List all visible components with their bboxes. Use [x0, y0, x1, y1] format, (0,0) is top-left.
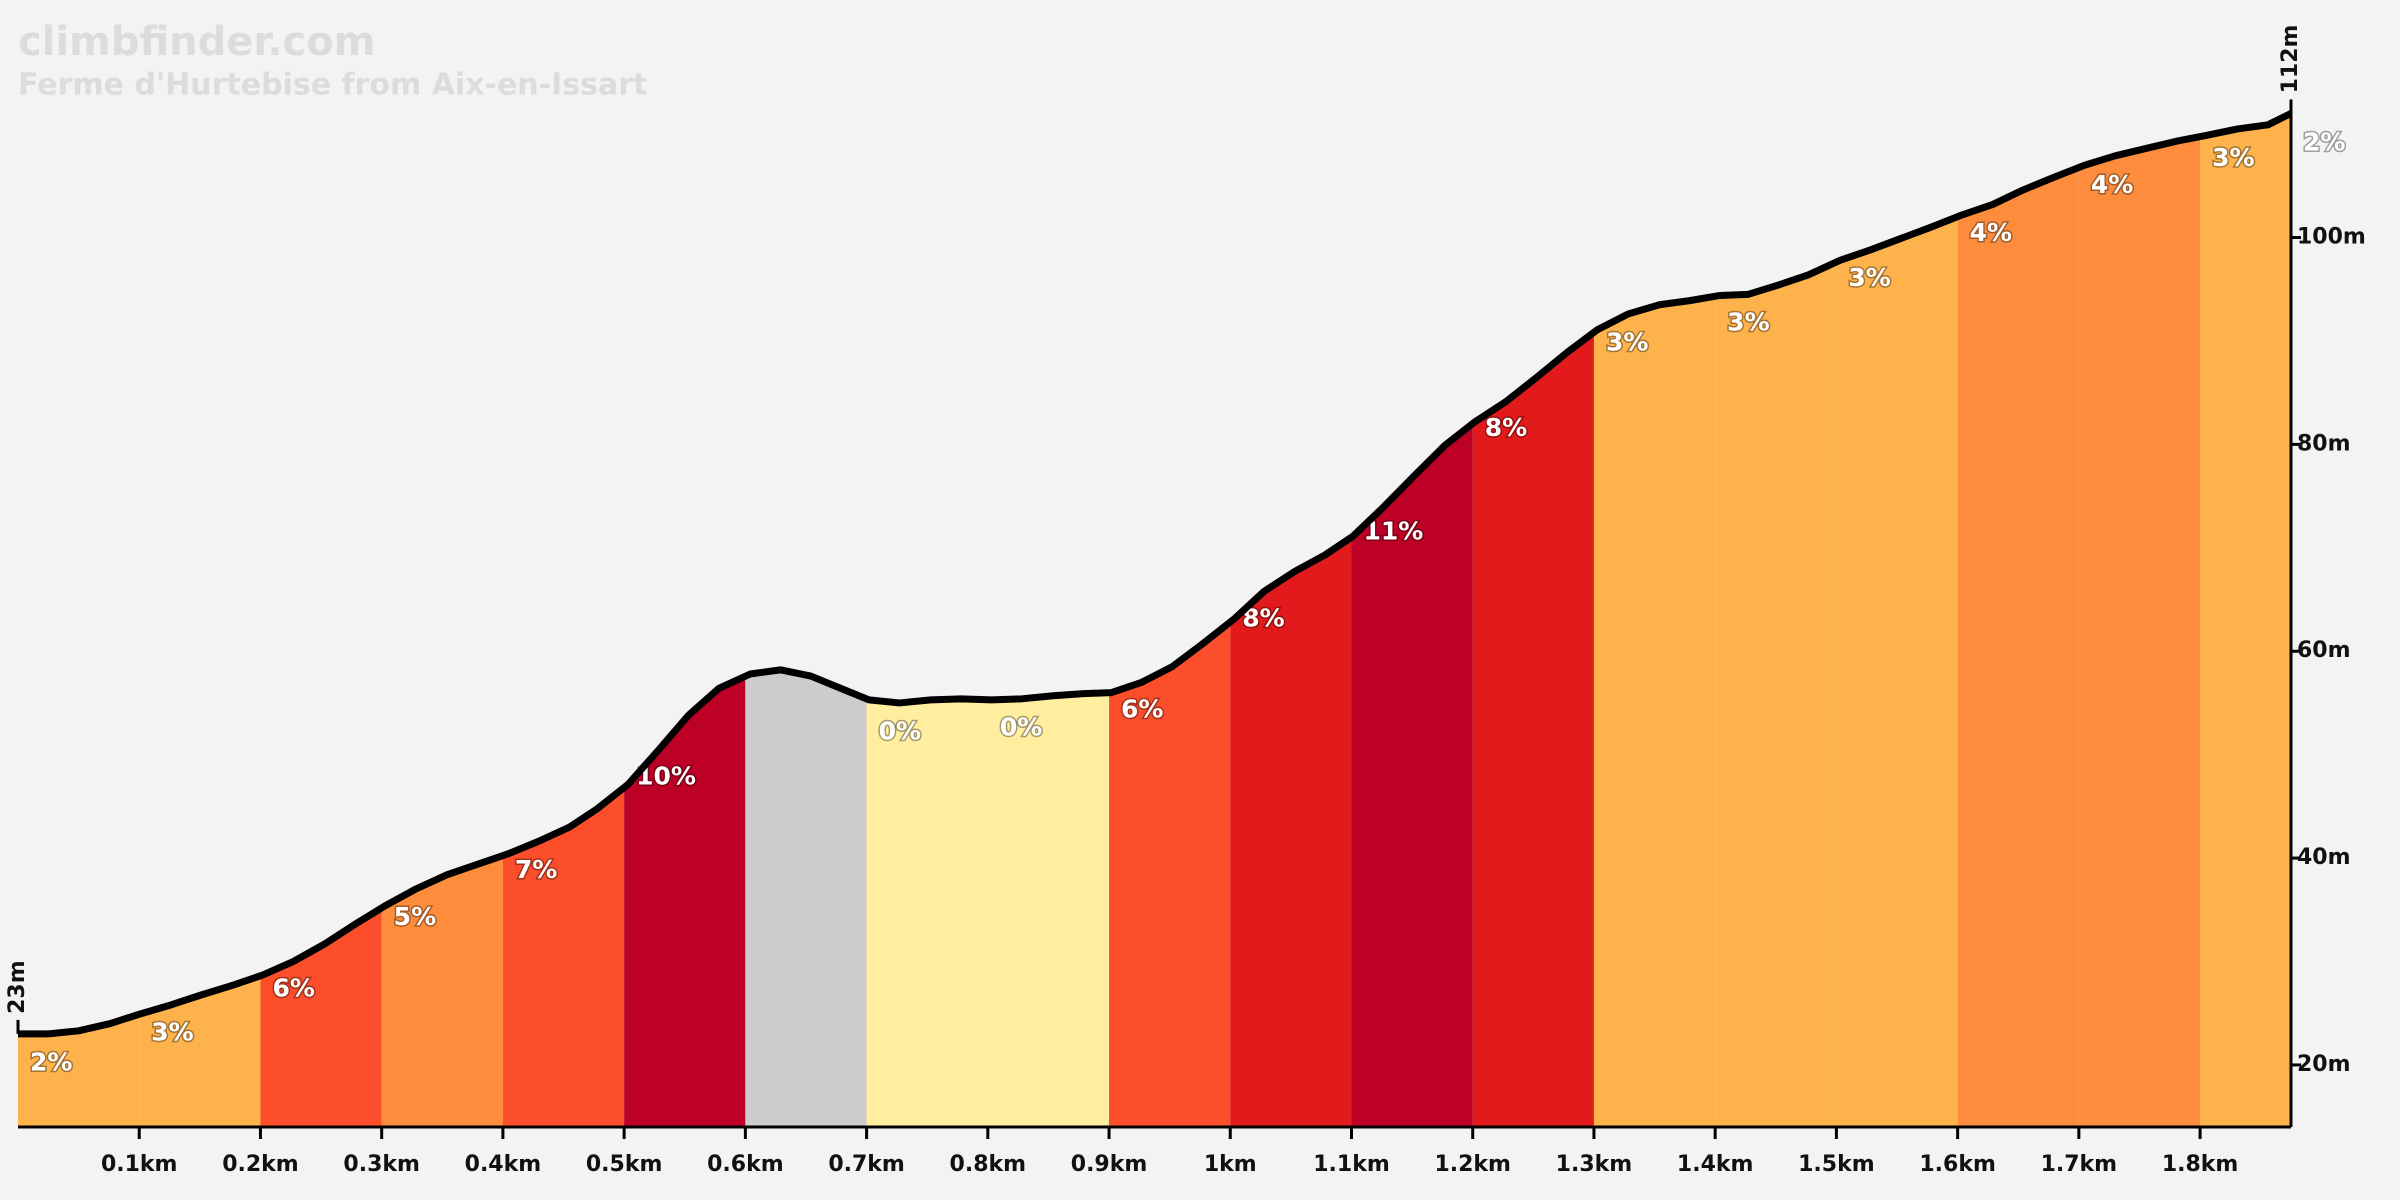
gradient-segment — [1957, 167, 2079, 1127]
x-tick-label: 1km — [1204, 1152, 1257, 1177]
gradient-segment — [260, 907, 382, 1127]
start-label: 23m — [5, 960, 30, 1014]
gradient-segment — [139, 975, 261, 1127]
gradient-segment — [381, 855, 503, 1127]
x-tick-label: 0.4km — [465, 1152, 542, 1177]
x-tick-label: 1.8km — [2162, 1152, 2239, 1177]
x-tick-label: 0.8km — [950, 1152, 1027, 1177]
y-tick-label: 20m — [2297, 1052, 2351, 1077]
gradient-segment — [502, 787, 625, 1127]
x-tick-label: 0.5km — [586, 1152, 663, 1177]
gradient-segment — [987, 692, 1110, 1127]
gradient-label: 4% — [1970, 218, 2012, 247]
x-tick-label: 1.2km — [1434, 1152, 1511, 1177]
gradient-segment — [1836, 216, 1958, 1127]
gradient-segment — [2078, 136, 2201, 1128]
gradient-label: 0% — [1000, 713, 1042, 742]
end-label: 112m — [2278, 25, 2303, 94]
x-tick-label: 1.7km — [2041, 1152, 2118, 1177]
x-tick-label: 1.3km — [1556, 1152, 1633, 1177]
gradient-segment — [1230, 537, 1352, 1127]
gradient-segment — [1472, 332, 1594, 1128]
gradient-label: 6% — [272, 973, 314, 1002]
y-tick-label: 80m — [2297, 431, 2351, 456]
gradient-segment — [2200, 113, 2291, 1128]
chart-subtitle: Ferme d'Hurtebise from Aix-en-Issart — [18, 68, 647, 103]
gradient-label: 3% — [1606, 327, 1648, 356]
gradient-label: 11% — [1363, 517, 1423, 546]
gradient-label: 8% — [1485, 413, 1527, 442]
x-tick-label: 1.1km — [1313, 1152, 1390, 1177]
y-tick-label: 100m — [2297, 225, 2366, 250]
gradient-segment — [624, 676, 746, 1127]
x-tick-label: 0.2km — [222, 1152, 299, 1177]
gradient-segment — [745, 669, 867, 1127]
x-tick-label: 0.7km — [828, 1152, 905, 1177]
segments — [18, 113, 2291, 1128]
gradient-segment — [1351, 423, 1473, 1127]
x-tick-label: 0.9km — [1071, 1152, 1148, 1177]
x-tick-label: 1.6km — [1919, 1152, 1996, 1177]
gradient-label: 6% — [1121, 694, 1163, 723]
x-tick-label: 1.5km — [1798, 1152, 1875, 1177]
chart-title: climbfinder.com — [18, 19, 375, 65]
x-tick-label: 0.3km — [343, 1152, 420, 1177]
gradient-segment — [1593, 296, 1716, 1127]
gradient-segment — [866, 698, 988, 1127]
gradient-label: 0% — [879, 717, 921, 746]
gradient-label: 2% — [30, 1047, 72, 1076]
gradient-label: 3% — [1727, 307, 1769, 336]
y-tick-label: 40m — [2297, 845, 2351, 870]
profile-line — [18, 110, 2293, 1038]
gradient-label: 5% — [394, 902, 436, 931]
gradient-label: 2% — [2303, 127, 2345, 156]
x-tick-label: 1.4km — [1677, 1152, 1754, 1177]
gradient-label: 3% — [1848, 263, 1890, 292]
y-tick-label: 60m — [2297, 638, 2351, 663]
gradient-label: 7% — [515, 855, 557, 884]
x-tick-label: 0.1km — [101, 1152, 178, 1177]
gradient-label: 4% — [2091, 170, 2133, 199]
gradient-segment — [18, 1014, 140, 1127]
gradient-label: 3% — [151, 1017, 193, 1046]
x-tick-label: 0.6km — [707, 1152, 784, 1177]
gradient-label: 3% — [2212, 143, 2254, 172]
gradient-segment — [1715, 261, 1837, 1128]
gradient-segment — [1109, 622, 1231, 1127]
